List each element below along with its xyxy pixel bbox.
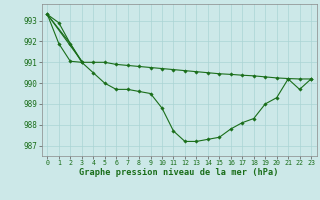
X-axis label: Graphe pression niveau de la mer (hPa): Graphe pression niveau de la mer (hPa) <box>79 168 279 177</box>
